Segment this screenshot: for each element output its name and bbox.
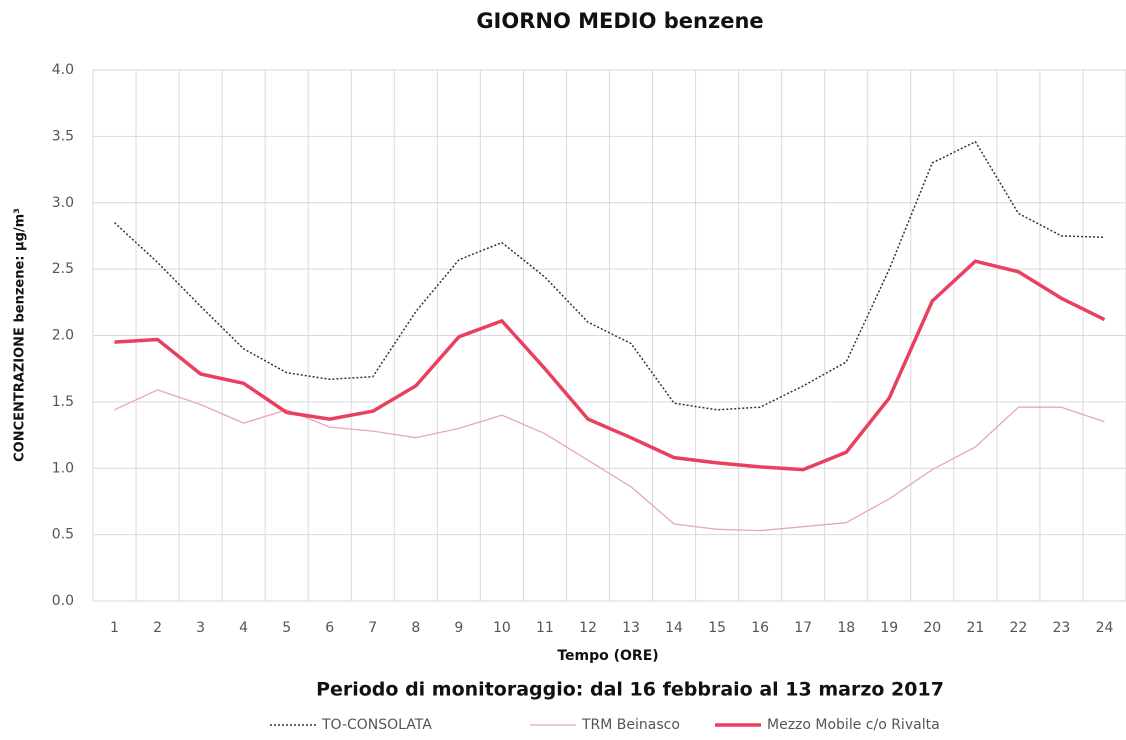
x-tick-label: 3 <box>196 620 205 636</box>
x-tick-label: 17 <box>794 620 812 636</box>
x-tick-label: 11 <box>536 620 554 636</box>
x-tick-label: 23 <box>1053 620 1071 636</box>
x-axis-label: Tempo (ORE) <box>557 648 658 664</box>
x-tick-label: 24 <box>1096 620 1114 636</box>
legend-label: TO-CONSOLATA <box>321 717 432 733</box>
x-tick-label: 14 <box>665 620 683 636</box>
x-tick-label: 15 <box>708 620 726 636</box>
x-tick-label: 10 <box>493 620 511 636</box>
x-tick-label: 20 <box>923 620 941 636</box>
y-tick-label: 0.0 <box>52 593 74 609</box>
data-line <box>114 389 1105 532</box>
x-tick-label: 6 <box>325 620 334 636</box>
x-tick-label: 22 <box>1009 620 1027 636</box>
data-line <box>113 140 1105 411</box>
y-tick-label: 2.0 <box>52 328 74 344</box>
y-tick-label: 1.0 <box>52 460 74 476</box>
chart-subtitle: Periodo di monitoraggio: dal 16 febbraio… <box>316 679 944 701</box>
y-tick-label: 3.0 <box>52 195 74 211</box>
x-tick-label: 18 <box>837 620 855 636</box>
chart-title: GIORNO MEDIO benzene <box>476 9 763 33</box>
x-tick-label: 2 <box>153 620 162 636</box>
x-tick-label: 5 <box>282 620 291 636</box>
y-tick-label: 2.5 <box>52 261 74 277</box>
x-tick-label: 21 <box>966 620 984 636</box>
x-tick-label: 9 <box>454 620 463 636</box>
y-axis-label: CONCENTRAZIONE benzene: µg/m³ <box>13 208 28 462</box>
x-tick-label: 1 <box>110 620 119 636</box>
x-tick-label: 13 <box>622 620 640 636</box>
data-line <box>114 259 1106 472</box>
x-tick-label: 19 <box>880 620 898 636</box>
y-tick-label: 4.0 <box>52 62 74 78</box>
y-tick-label: 3.5 <box>52 128 74 144</box>
x-tick-label: 12 <box>579 620 597 636</box>
legend-label: TRM Beinasco <box>581 717 680 733</box>
x-tick-label: 7 <box>368 620 377 636</box>
x-tick-label: 8 <box>411 620 420 636</box>
y-tick-label: 0.5 <box>52 527 74 543</box>
y-tick-label: 1.5 <box>52 394 74 410</box>
x-tick-label: 4 <box>239 620 248 636</box>
legend-label: Mezzo Mobile c/o Rivalta <box>767 717 940 733</box>
x-tick-label: 16 <box>751 620 769 636</box>
